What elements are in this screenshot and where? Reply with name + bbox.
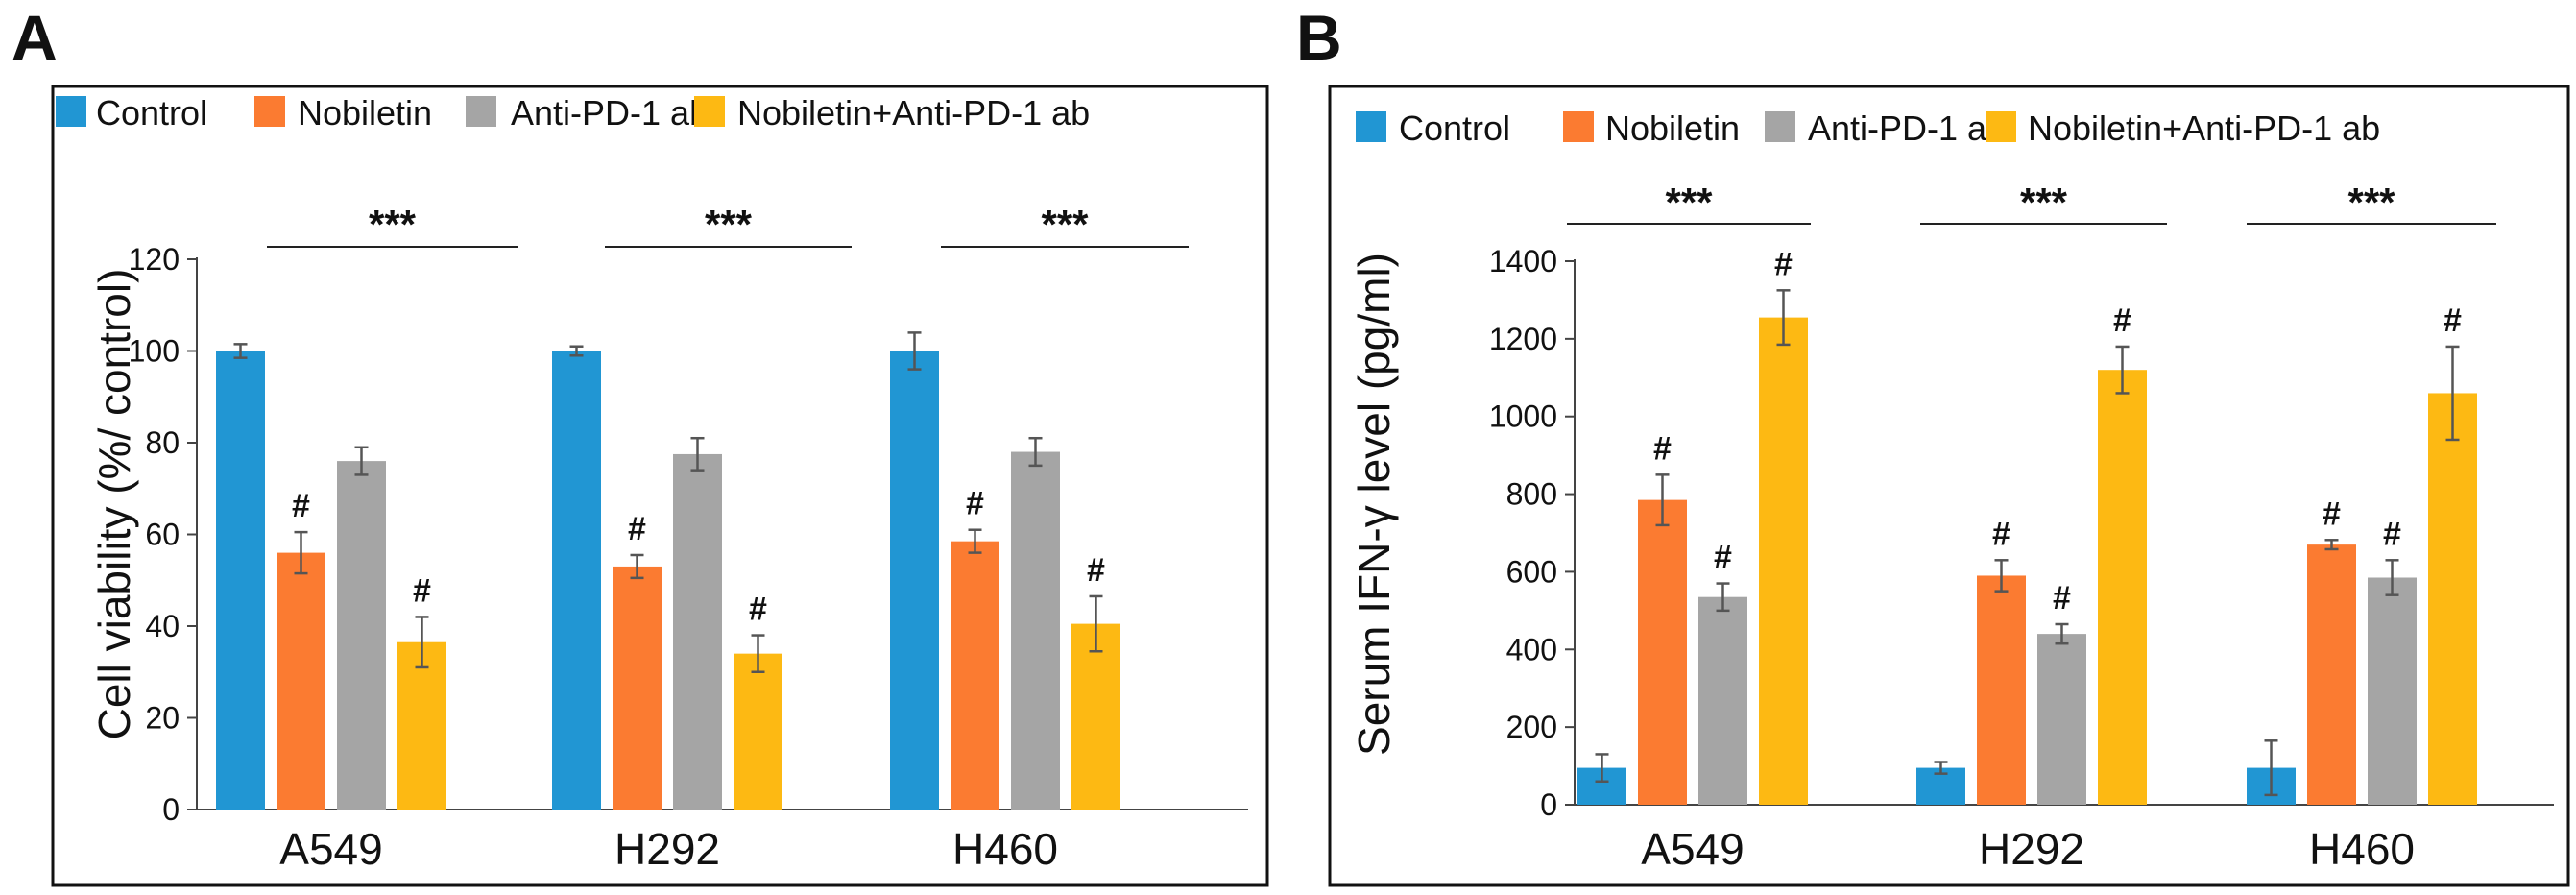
- panel-a-bar-nobiletin-h460: [951, 541, 999, 810]
- panel-b-legend-label-nobiletin: Nobiletin: [1605, 109, 1740, 148]
- panel-a-y-tick-label: 40: [145, 609, 180, 643]
- panel-a-significance-hash-nobiletin-h292: #: [628, 511, 646, 547]
- panel-a-significance-stars-h460: ***: [1041, 202, 1089, 247]
- panel-a-significance-hash-nobiletin-a549: #: [292, 488, 310, 524]
- panel-b-significance-stars-a549: ***: [1665, 180, 1713, 225]
- panel-a-significance-hash-nobiletin-anti-pd-1-ab-a549: #: [413, 572, 431, 609]
- panel-b-plot: 0 200 400 600 800 1000 1200 1400 # # # A549 # # # H292 #…: [1489, 180, 2554, 874]
- panel-b-legend-swatch-control: [1356, 111, 1386, 142]
- panel-a-bar-control-h292: [552, 351, 601, 810]
- panel-a-bar-nobiletin-anti-pd-1-ab-h292: [734, 653, 782, 810]
- panel-a-category-label-h460: H460: [952, 824, 1058, 874]
- panel-a-legend-label-anti-pd-1-ab: Anti-PD-1 ab: [511, 93, 709, 133]
- panel-a-y-axis-label: Cell viability (%/ control): [89, 269, 139, 740]
- panel-b-legend: Control Nobiletin Anti-PD-1 ab Nobiletin+An…: [1356, 109, 2380, 148]
- panel-b-significance-hash-nobiletin-anti-pd-1-ab-a549: #: [1774, 246, 1793, 282]
- panel-b-bar-nobiletin-h292: [1977, 575, 2026, 805]
- panel-a-y-tick-label: 20: [145, 701, 180, 736]
- panel-a-category-label-a549: A549: [279, 824, 382, 874]
- panel-b-significance-hash-nobiletin-anti-pd-1-ab-h460: #: [2444, 302, 2462, 339]
- panel-b-category-label-h292: H292: [1979, 824, 2084, 874]
- panel-b-bar-nobiletin-anti-pd-1-ab-a549: [1759, 317, 1808, 805]
- panel-b-significance-hash-nobiletin-anti-pd-1-ab-h292: #: [2113, 302, 2131, 339]
- panel-b-y-tick-label: 400: [1506, 632, 1557, 666]
- panel-b-significance-hash-anti-pd-1-ab-h292: #: [2053, 580, 2071, 617]
- panel-b-bar-nobiletin-a549: [1638, 499, 1687, 805]
- panel-a-legend-swatch-anti-pd-1-ab: [466, 96, 496, 127]
- panel-a-legend: Control Nobiletin Anti-PD-1 ab Nobiletin+An…: [56, 93, 1090, 133]
- panel-b-bar-nobiletin-h460: [2307, 544, 2356, 805]
- panel-a-category-label-h292: H292: [614, 824, 720, 874]
- panel-b-bar-nobiletin-anti-pd-1-ab-h292: [2098, 370, 2147, 805]
- panel-a-legend-swatch-nobiletin-anti-pd-1-ab: [694, 96, 725, 127]
- panel-a-legend-label-nobiletin: Nobiletin: [298, 93, 432, 133]
- panel-b-legend-label-anti-pd-1-ab: Anti-PD-1 ab: [1808, 109, 2006, 148]
- panel-b-legend-label-control: Control: [1399, 109, 1510, 148]
- panel-a-bar-nobiletin-h292: [613, 566, 662, 810]
- panel-a: A Control Nobiletin Anti-PD-1 ab Nobiletin+…: [12, 2, 1269, 887]
- panel-a-legend-label-control: Control: [96, 93, 207, 133]
- panel-a-bar-anti-pd-1-ab-h460: [1011, 451, 1060, 810]
- panel-b-bar-anti-pd-1-ab-h292: [2037, 634, 2086, 805]
- panel-b-y-tick-label: 1200: [1489, 322, 1557, 356]
- panel-a-bar-nobiletin-anti-pd-1-ab-a549: [397, 641, 446, 810]
- panel-b-legend-swatch-anti-pd-1-ab: [1765, 111, 1795, 142]
- panel-b-y-tick-label: 1400: [1489, 244, 1557, 278]
- panel-a-y-tick-label: 120: [129, 242, 180, 277]
- panel-a-y-tick-label: 80: [145, 425, 180, 460]
- panel-a-significance-stars-a549: ***: [369, 202, 417, 247]
- panel-a-legend-swatch-nobiletin: [254, 96, 285, 127]
- panel-a-letter: A: [12, 2, 58, 73]
- panel-b-significance-hash-nobiletin-a549: #: [1653, 430, 1672, 467]
- panel-a-y-tick-label: 0: [162, 792, 180, 827]
- panel-a-frame: [51, 85, 1269, 887]
- panel-b-letter: B: [1296, 2, 1342, 73]
- panel-b: B Control Nobiletin Anti-PD-1 ab Nobiletin+…: [1296, 2, 2570, 887]
- panel-b-significance-stars-h460: ***: [2347, 180, 2395, 225]
- panel-a-y-tick-label: 100: [129, 334, 180, 369]
- panel-a-bar-anti-pd-1-ab-a549: [337, 461, 386, 810]
- panel-b-y-tick-label: 1000: [1489, 399, 1557, 434]
- panel-b-bar-nobiletin-anti-pd-1-ab-h460: [2428, 393, 2477, 805]
- panel-a-bar-control-a549: [216, 351, 265, 810]
- panel-b-y-tick-label: 0: [1540, 787, 1557, 822]
- panel-b-bar-anti-pd-1-ab-h460: [2368, 577, 2417, 805]
- panel-a-y-tick-label: 60: [145, 518, 180, 552]
- panel-a-bar-anti-pd-1-ab-h292: [673, 453, 722, 810]
- panel-a-plot: 0 20 40 60 80 100 120 # # A549 # # H292 # # H460 *** *** *…: [129, 202, 1248, 874]
- panel-a-significance-hash-nobiletin-anti-pd-1-ab-h460: #: [1087, 552, 1105, 589]
- panel-b-y-tick-label: 600: [1506, 554, 1557, 589]
- panel-a-significance-hash-nobiletin-h460: #: [966, 486, 984, 522]
- panel-a-legend-label-nobiletin-anti-pd-1-ab: Nobiletin+Anti-PD-1 ab: [737, 93, 1090, 133]
- panel-a-bar-nobiletin-a549: [277, 552, 325, 810]
- panel-a-significance-stars-h292: ***: [705, 202, 753, 247]
- panel-b-y-axis-label: Serum IFN-γ level (pg/ml): [1349, 253, 1399, 756]
- panel-b-legend-label-nobiletin-anti-pd-1-ab: Nobiletin+Anti-PD-1 ab: [2028, 109, 2380, 148]
- panel-b-frame: [1328, 85, 2570, 887]
- panel-b-legend-swatch-nobiletin-anti-pd-1-ab: [1986, 111, 2016, 142]
- panel-b-significance-hash-nobiletin-h292: #: [1992, 516, 2010, 552]
- panel-b-y-tick-label: 200: [1506, 710, 1557, 744]
- panel-a-significance-hash-nobiletin-anti-pd-1-ab-h292: #: [749, 592, 767, 628]
- panel-b-legend-swatch-nobiletin: [1563, 111, 1594, 142]
- panel-b-bar-anti-pd-1-ab-a549: [1698, 596, 1747, 805]
- panel-a-legend-swatch-control: [56, 96, 86, 127]
- panel-b-significance-hash-anti-pd-1-ab-a549: #: [1714, 540, 1732, 576]
- panel-b-significance-hash-anti-pd-1-ab-h460: #: [2383, 516, 2401, 552]
- panel-a-bar-control-h460: [890, 351, 939, 810]
- panel-b-category-label-a549: A549: [1641, 824, 1744, 874]
- panel-b-y-tick-label: 800: [1506, 477, 1557, 512]
- panel-a-bar-nobiletin-anti-pd-1-ab-h460: [1071, 623, 1120, 810]
- panel-b-significance-hash-nobiletin-h460: #: [2323, 496, 2341, 532]
- panel-b-significance-stars-h292: ***: [2020, 180, 2068, 225]
- panel-b-category-label-h460: H460: [2309, 824, 2415, 874]
